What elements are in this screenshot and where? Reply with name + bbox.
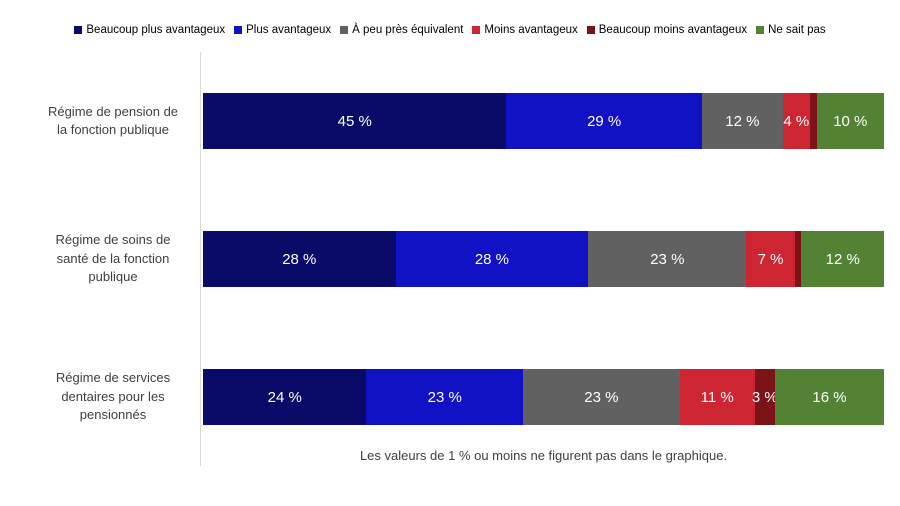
legend-swatch-icon <box>756 26 765 34</box>
bar-segment-value: 24 % <box>267 388 302 406</box>
chart-plot-area: Régime de pension de la fonction publiqu… <box>0 52 900 466</box>
legend-label: Ne sait pas <box>768 24 826 36</box>
bar-segment <box>809 93 817 149</box>
legend-item: Moins avantageux <box>472 24 578 36</box>
bar-segment-value: 23 % <box>427 388 462 406</box>
bar-segment: 11 % <box>679 369 755 425</box>
bar-segment-value: 10 % <box>833 112 868 130</box>
bar-segment: 23 % <box>588 231 747 287</box>
bar-segment-value: 23 % <box>584 388 619 406</box>
bar-segment-value: 29 % <box>587 112 622 130</box>
legend-label: Plus avantageux <box>246 24 332 36</box>
category-label: Régime de services dentaires pour les pe… <box>55 370 171 423</box>
legend-label: À peu près équivalent <box>352 24 464 36</box>
bar-segment: 10 % <box>816 93 884 149</box>
bar-segment <box>794 231 802 287</box>
bar-segment: 16 % <box>775 369 884 425</box>
chart-row: Régime de pension de la fonction publiqu… <box>0 52 900 190</box>
bar-segment: 24 % <box>203 369 367 425</box>
bar-segment-value: 4 % <box>783 112 810 130</box>
chart-row: Régime de soins de santé de la fonction … <box>0 190 900 328</box>
bar-segment: 23 % <box>366 369 524 425</box>
bar-segment-value: 12 % <box>825 250 860 268</box>
category-axis-line <box>200 52 201 466</box>
category-label: Régime de soins de santé de la fonction … <box>55 232 171 285</box>
bar-segment-value: 3 % <box>751 388 778 406</box>
category-label: Régime de pension de la fonction publiqu… <box>47 103 179 138</box>
legend-item: Beaucoup plus avantageux <box>74 24 225 36</box>
bar-segment: 3 % <box>751 369 778 425</box>
legend-item: Plus avantageux <box>234 24 331 36</box>
chart-footnote: Les valeurs de 1 % ou moins ne figurent … <box>359 448 728 463</box>
bar-segment-value: 28 % <box>474 250 510 268</box>
chart-legend: Beaucoup plus avantageux Plus avantageux À… <box>0 24 900 36</box>
bar-segment-value: 12 % <box>725 112 760 130</box>
legend-item: À peu près équivalent <box>340 24 463 36</box>
stacked-bar: 45 % 29 % 12 % 4 % 10 % <box>203 93 884 149</box>
legend-swatch-icon <box>74 26 83 34</box>
bar-segment-value: 16 % <box>812 388 847 406</box>
bar-segment: 28 % <box>203 231 396 287</box>
legend-label: Beaucoup plus avantageux <box>86 24 226 36</box>
legend-swatch-icon <box>472 26 481 34</box>
bar-segment-value: 7 % <box>757 250 784 268</box>
bar-segment: 29 % <box>506 93 702 149</box>
bar-segment-value: 45 % <box>337 112 372 130</box>
legend-item: Ne sait pas <box>756 24 826 36</box>
bar-segment: 23 % <box>523 369 680 425</box>
bar-segment: 12 % <box>801 231 885 287</box>
legend-label: Moins avantageux <box>484 24 578 36</box>
bar-segment: 12 % <box>701 93 783 149</box>
legend-label: Beaucoup moins avantageux <box>598 24 748 36</box>
bar-segment: 45 % <box>203 93 507 149</box>
bar-segment-value: 28 % <box>282 250 317 268</box>
bar-segment: 7 % <box>746 231 795 287</box>
stacked-bar: 28 % 28 % 23 % 7 % 12 % <box>203 231 885 287</box>
bar-segment: 28 % <box>395 231 589 287</box>
legend-swatch-icon <box>340 26 349 34</box>
legend-swatch-icon <box>586 26 595 34</box>
bar-segment: 4 % <box>782 93 810 149</box>
stacked-bar: 24 % 23 % 23 % 11 % 3 % 16 % <box>203 369 884 425</box>
legend-swatch-icon <box>234 26 243 34</box>
legend-item: Beaucoup moins avantageux <box>586 24 748 36</box>
chart-row: Régime de services dentaires pour les pe… <box>0 328 900 466</box>
bar-segment-value: 23 % <box>650 250 685 268</box>
bar-segment-value: 11 % <box>700 388 734 406</box>
